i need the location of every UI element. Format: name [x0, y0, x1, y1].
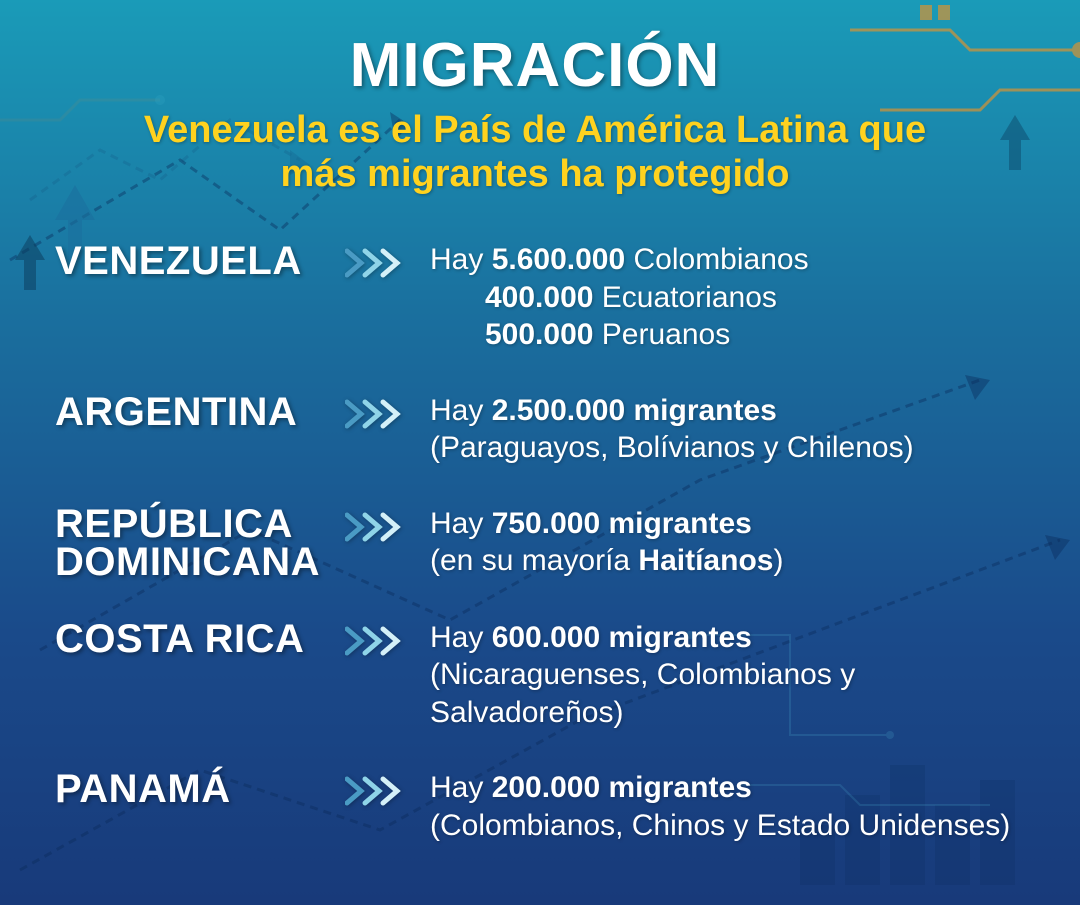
- subtitle-line-1: Venezuela es el País de América Latina q…: [144, 109, 926, 151]
- country-details: Hay 200.000 migrantes(Colombianos, Chino…: [430, 769, 1030, 844]
- subtitle-line-2: más migrantes ha protegido: [281, 153, 790, 195]
- country-details: Hay 5.600.000 Colombianos400.000 Ecuator…: [430, 241, 1030, 354]
- country-row: PANAMÁ Hay 200.000 migrantes(Colombianos…: [55, 769, 1030, 844]
- main-title: MIGRACIÓN: [40, 30, 1030, 101]
- country-details: Hay 600.000 migrantes(Nicaraguenses, Col…: [430, 619, 1030, 732]
- chevrons-icon: [345, 511, 430, 543]
- infographic-content: MIGRACIÓN Venezuela es el País de Améric…: [0, 0, 1080, 905]
- country-label: VENEZUELA: [55, 241, 345, 281]
- country-row: ARGENTINA Hay 2.500.000 migrantes(Paragu…: [55, 392, 1030, 467]
- country-details: Hay 750.000 migrantes(en su mayoría Hait…: [430, 505, 1030, 580]
- country-details: Hay 2.500.000 migrantes(Paraguayos, Bolí…: [430, 392, 1030, 467]
- chevrons-icon: [345, 775, 430, 807]
- country-row: REPÚBLICADOMINICANA Hay 750.000 migrante…: [55, 505, 1030, 581]
- country-row: VENEZUELA Hay 5.600.000 Colombianos400.0…: [55, 241, 1030, 354]
- country-row: COSTA RICA Hay 600.000 migrantes(Nicarag…: [55, 619, 1030, 732]
- subtitle: Venezuela es el País de América Latina q…: [40, 109, 1030, 196]
- country-label: PANAMÁ: [55, 769, 345, 809]
- country-label: ARGENTINA: [55, 392, 345, 432]
- country-label: REPÚBLICADOMINICANA: [55, 505, 345, 581]
- chevrons-icon: [345, 247, 430, 279]
- chevrons-icon: [345, 625, 430, 657]
- country-rows: VENEZUELA Hay 5.600.000 Colombianos400.0…: [40, 241, 1030, 844]
- country-label: COSTA RICA: [55, 619, 345, 659]
- chevrons-icon: [345, 398, 430, 430]
